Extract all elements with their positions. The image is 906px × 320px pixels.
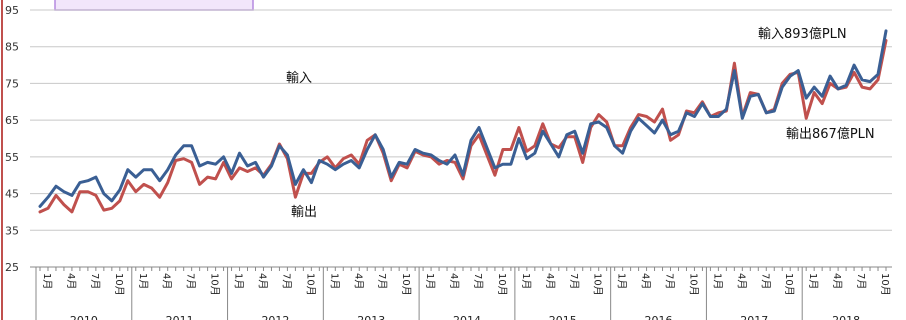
x-month-label: 7月 <box>280 273 292 289</box>
y-tick-label: 85 <box>5 41 19 54</box>
annotation-export: 輸出 <box>291 205 317 220</box>
x-month-label: 7月 <box>89 273 101 289</box>
x-year-label: 2014 <box>453 314 481 320</box>
y-tick-label: 35 <box>5 224 19 237</box>
y-tick-label: 95 <box>5 4 19 17</box>
x-month-label: 1月 <box>711 273 723 289</box>
x-month-label: 1月 <box>137 273 149 289</box>
y-tick-label: 75 <box>5 77 19 90</box>
x-month-label: 4月 <box>640 273 652 289</box>
x-month-label: 1月 <box>233 273 245 289</box>
x-month-label: 10月 <box>113 273 125 296</box>
y-tick-label: 45 <box>5 188 19 201</box>
y-tick-label: 25 <box>5 261 19 274</box>
x-month-label: 10月 <box>496 273 508 296</box>
x-year-label: 2018 <box>832 314 860 320</box>
x-year-label: 2011 <box>166 314 194 320</box>
x-year-label: 2017 <box>740 314 768 320</box>
x-month-label: 1月 <box>424 273 436 289</box>
x-month-label: 4月 <box>735 273 747 289</box>
x-month-label: 4月 <box>831 273 843 289</box>
x-month-label: 4月 <box>65 273 77 289</box>
x-month-label: 10月 <box>879 273 891 296</box>
series-line <box>38 29 888 208</box>
x-month-label: 4月 <box>256 273 268 289</box>
y-tick-label: 55 <box>5 151 19 164</box>
x-month-label: 10月 <box>400 273 412 296</box>
series-line <box>38 39 888 214</box>
annotation-import: 輸入 <box>286 71 312 86</box>
x-month-label: 7月 <box>568 273 580 289</box>
x-month-label: 1月 <box>328 273 340 289</box>
series-lines <box>38 29 888 214</box>
x-month-label: 7月 <box>472 273 484 289</box>
annotation-export-last: 輸出867億PLN <box>786 126 875 142</box>
x-month-label: 7月 <box>664 273 676 289</box>
gridlines <box>30 9 892 268</box>
x-month-label: 4月 <box>352 273 364 289</box>
y-tick-label: 65 <box>5 114 19 127</box>
x-month-label: 10月 <box>687 273 699 296</box>
x-month-label: 1月 <box>41 273 53 289</box>
x-month-label: 1月 <box>807 273 819 289</box>
x-month-label: 4月 <box>161 273 173 289</box>
x-year-label: 2016 <box>645 314 673 320</box>
x-month-label: 10月 <box>209 273 221 296</box>
x-year-label: 2012 <box>261 314 289 320</box>
annotation-import-last: 輸入893億PLN <box>758 26 847 42</box>
x-month-label: 4月 <box>448 273 460 289</box>
x-month-label: 4月 <box>544 273 556 289</box>
legend-box-fragment <box>54 0 254 11</box>
x-month-label: 1月 <box>520 273 532 289</box>
x-year-label: 2010 <box>70 314 98 320</box>
x-year-label: 2013 <box>357 314 385 320</box>
x-month-label: 10月 <box>592 273 604 296</box>
x-month-label: 10月 <box>783 273 795 296</box>
x-axis: 1月 4月 7月 10月 1月 4月 7月 10月 1月 4月 7月 10月 1月 4月 7月 10月 1月 4月… <box>30 266 892 320</box>
x-month-label: 7月 <box>185 273 197 289</box>
x-month-label: 7月 <box>759 273 771 289</box>
x-month-label: 7月 <box>376 273 388 289</box>
x-month-label: 10月 <box>304 273 316 296</box>
x-month-label: 1月 <box>616 273 628 289</box>
y-tick-labels: 25 35 45 55 65 75 85 95 <box>5 4 19 274</box>
x-year-label: 2015 <box>549 314 577 320</box>
x-month-label: 7月 <box>855 273 867 289</box>
